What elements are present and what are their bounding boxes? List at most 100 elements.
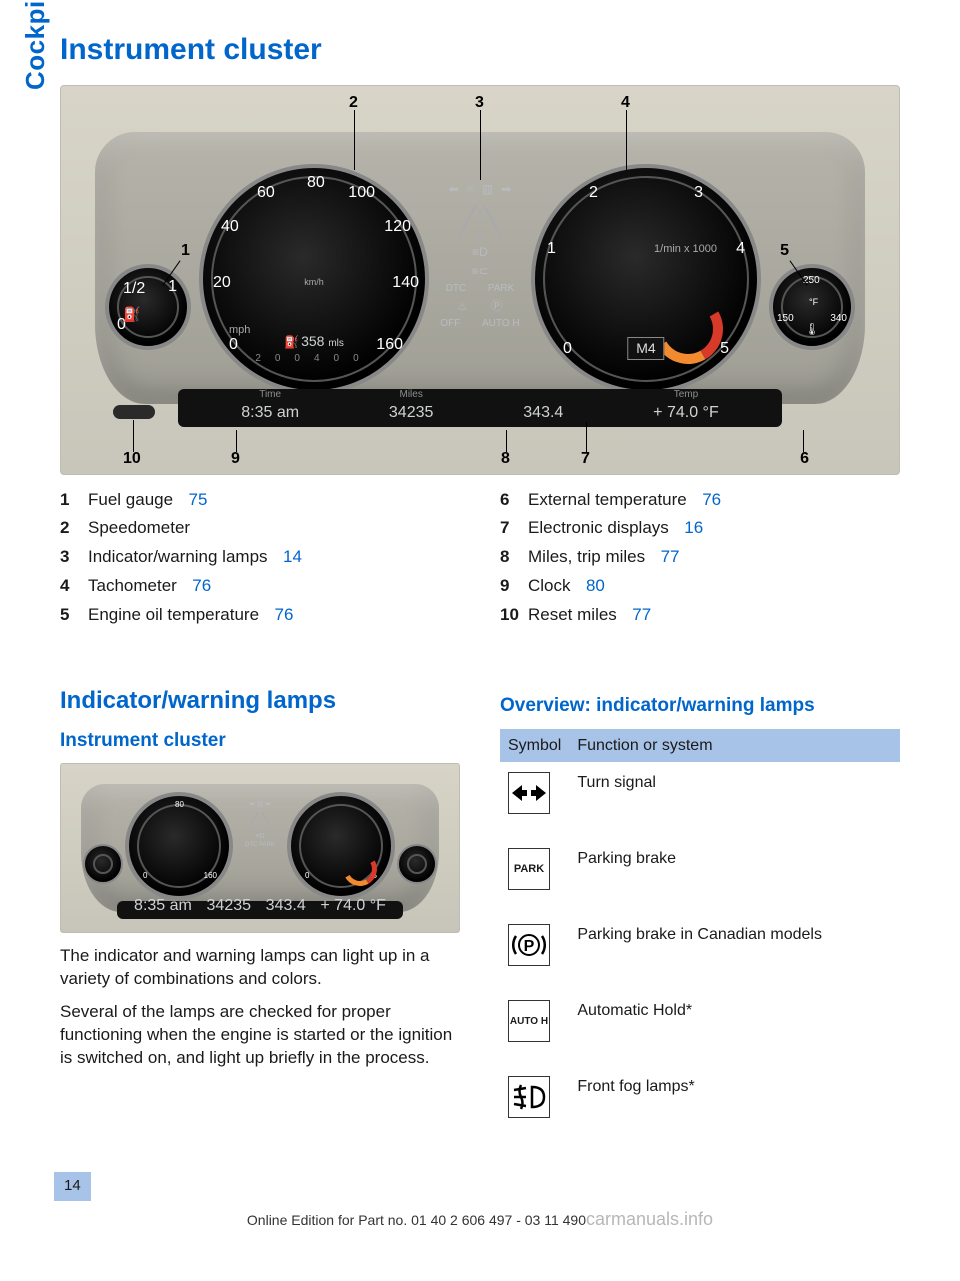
speedo-unit-kmh: km/h [203, 276, 425, 288]
legend-item: 10Reset miles 77 [500, 604, 900, 627]
speedo-60: 60 [257, 182, 275, 204]
cruise-icon: ⌾ [467, 180, 474, 199]
tacho-5: 5 [720, 338, 729, 360]
dtc-label: DTC [446, 281, 467, 297]
legend-text: Electronic displays [528, 517, 669, 540]
auto-h-icon: AUTO H [508, 1000, 550, 1042]
legend-number: 5 [60, 604, 88, 627]
legend-number: 4 [60, 575, 88, 598]
callout-legend: 1Fuel gauge 752Speedometer3Indicator/war… [60, 489, 900, 634]
fog-lamp-icon [508, 1076, 550, 1118]
temp-150: 150 [777, 312, 794, 326]
right-column: Overview: indicator/warning lamps Symbol… [500, 657, 900, 1142]
page-footer: 14 Online Edition for Part no. 01 40 2 6… [60, 1172, 900, 1231]
speedo-160: 160 [376, 334, 403, 356]
callout-10: 10 [123, 448, 141, 470]
range-display: ⛽358 mls 200400 [255, 332, 372, 365]
legend-text: Speedometer [88, 517, 190, 540]
legend-item: 2Speedometer [60, 517, 460, 540]
page-reference[interactable]: 76 [702, 489, 721, 512]
watermark: carmanuals.info [586, 1209, 713, 1229]
page-reference[interactable]: 77 [661, 546, 680, 569]
symbol-cell: AUTO H [500, 990, 569, 1066]
page-reference[interactable]: 77 [632, 604, 651, 627]
heading-instrument-cluster: Instrument cluster [60, 30, 900, 71]
callout-line [354, 110, 355, 170]
legend-number: 2 [60, 517, 88, 540]
callout-line [803, 430, 804, 452]
oil-temp-gauge: 150 250 340 🌡 °F [769, 264, 855, 350]
callout-1: 1 [181, 240, 190, 262]
function-cell: Turn signal [569, 762, 900, 838]
legend-item: 6External temperature 76 [500, 489, 900, 512]
high-beam-icon: ≡D [472, 243, 488, 262]
page-reference[interactable]: 14 [283, 546, 302, 569]
symbol-cell [500, 1066, 569, 1142]
callout-line [506, 430, 507, 452]
function-cell: Automatic Hold* [569, 990, 900, 1066]
legend-number: 1 [60, 489, 88, 512]
oil-can-icon: 🌡 [804, 321, 819, 337]
legend-item: 4Tachometer 76 [60, 575, 460, 598]
instrument-cluster-thumbnail: 0 80 160 ⬅ ▥ ➡ ≡DDTC PARK 0 5 8:35 am 34… [60, 763, 460, 933]
callout-5: 5 [780, 240, 789, 262]
instrument-cluster-figure: 0 1/2 1 ⛽ 0 20 40 60 80 100 120 140 160 … [60, 85, 900, 475]
footer-part-number: Online Edition for Part no. 01 40 2 606 … [247, 1212, 586, 1228]
park-p-icon: P [508, 924, 550, 966]
page-reference[interactable]: 76 [192, 575, 211, 598]
legend-number: 6 [500, 489, 528, 512]
car-ahead-icon: ▥ [482, 180, 493, 199]
temp-unit: °F [809, 296, 818, 308]
page-reference[interactable]: 76 [275, 604, 294, 627]
speedo-unit-mph: mph [229, 323, 250, 338]
heading-indicator-warning: Indicator/warning lamps [60, 685, 460, 717]
legend-left-column: 1Fuel gauge 752Speedometer3Indicator/war… [60, 489, 460, 628]
seatbelt-icon: ♨ [457, 297, 468, 316]
table-header-symbol: Symbol [500, 729, 569, 763]
park-p-icon: Ⓟ [491, 297, 503, 316]
range-value: 358 [301, 333, 324, 349]
legend-item: 5Engine oil temperature 76 [60, 604, 460, 627]
legend-item: 1Fuel gauge 75 [60, 489, 460, 512]
reset-miles-button [113, 405, 155, 419]
page-reference[interactable]: 80 [586, 575, 605, 598]
clock-display: Time8:35 am [241, 390, 299, 424]
legend-item: 9Clock 80 [500, 575, 900, 598]
lane-icon [450, 201, 510, 241]
para-lamps-combinations: The indicator and warning lamps can ligh… [60, 945, 460, 991]
autoh-label: AUTO H [482, 316, 520, 332]
page-reference[interactable]: 16 [684, 517, 703, 540]
side-chapter-label: Cockpit [18, 0, 53, 90]
table-row: AUTO H Automatic Hold* [500, 990, 900, 1066]
temp-340: 340 [830, 312, 847, 326]
fuel-gauge: 0 1/2 1 ⛽ [105, 264, 191, 350]
callout-line [133, 420, 134, 452]
right-arrow-icon: ➡ [501, 180, 511, 199]
tacho-3: 3 [694, 182, 703, 204]
tacho-1: 1 [547, 238, 556, 260]
legend-number: 9 [500, 575, 528, 598]
left-column: Indicator/warning lamps Instrument clust… [60, 657, 460, 1142]
page-number: 14 [54, 1172, 91, 1200]
subheading-overview-lamps: Overview: indicator/warning lamps [500, 693, 900, 719]
legend-right-column: 6External temperature 767Electronic disp… [500, 489, 900, 628]
park-label: PARK [488, 281, 515, 297]
svg-text:P: P [524, 938, 535, 955]
speedo-80: 80 [307, 172, 325, 194]
legend-text: Fuel gauge [88, 489, 173, 512]
range-scale-l: 200 [255, 353, 314, 364]
para-lamps-check: Several of the lamps are checked for pro… [60, 1001, 460, 1070]
legend-text: Reset miles [528, 604, 617, 627]
ext-temp-display: Temp+ 74.0 °F [653, 390, 719, 424]
tacho-2: 2 [589, 182, 598, 204]
symbol-cell: PARK [500, 838, 569, 914]
table-row: PARKParking brake [500, 838, 900, 914]
page-reference[interactable]: 75 [189, 489, 208, 512]
function-cell: Front fog lamps* [569, 1066, 900, 1142]
speedometer: 0 20 40 60 80 100 120 140 160 mph km/h ⛽… [199, 164, 429, 394]
table-header-function: Function or system [569, 729, 900, 763]
warning-symbol-table: Symbol Function or system Turn signalPAR… [500, 729, 900, 1143]
callout-line [586, 422, 587, 452]
function-cell: Parking brake in Canadian models [569, 914, 900, 990]
symbol-cell: P [500, 914, 569, 990]
